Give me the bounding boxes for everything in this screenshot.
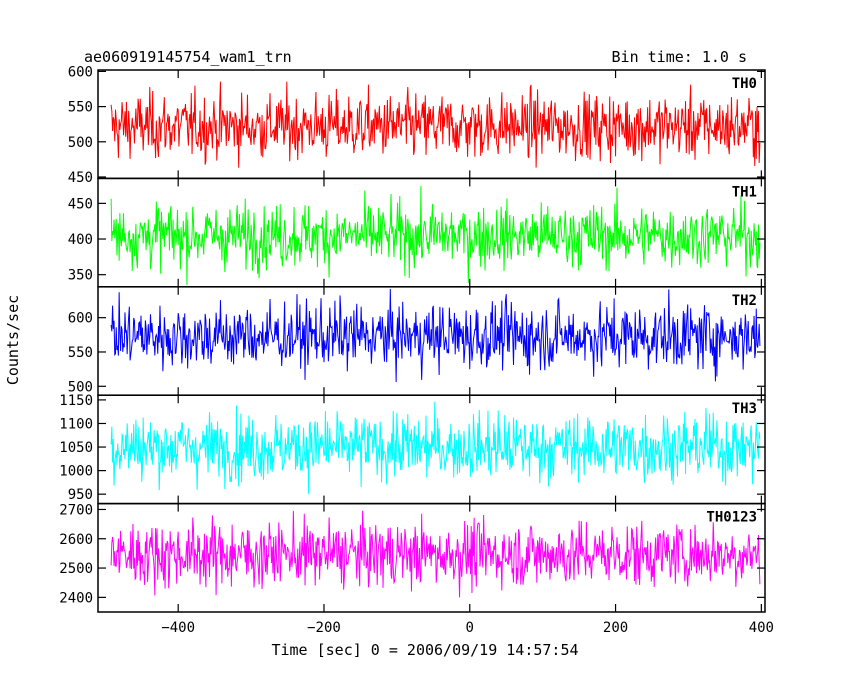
y-tick-label: 600 xyxy=(68,64,93,80)
panel-th1: 350 400 450 TH1 xyxy=(68,177,766,288)
series-label: TH0 xyxy=(732,76,757,92)
chart-title: ae060919145754_wam1_trn xyxy=(84,48,292,66)
x-tick-label: −200 xyxy=(307,620,341,636)
series-line-th2 xyxy=(110,288,761,382)
panel-frame xyxy=(97,502,766,613)
x-tick-label: −400 xyxy=(161,620,195,636)
y-tick-label: 600 xyxy=(68,311,93,327)
x-tick-label: 200 xyxy=(603,620,628,636)
panel-th2: 500 550 600 TH2 xyxy=(68,286,766,396)
y-tick-label: 450 xyxy=(68,196,93,212)
y-tick-label: 1000 xyxy=(59,464,93,480)
panels: 450 500 550 600 TH0 350 400 450 TH1 500 550 600 TH2 9… xyxy=(59,64,766,613)
series-line-th3 xyxy=(110,401,761,494)
series-line-th1 xyxy=(110,185,761,286)
y-tick-label: 350 xyxy=(68,268,93,284)
panel-th0: 450 500 550 600 TH0 xyxy=(68,64,766,186)
bin-time-label: Bin time: 1.0 s xyxy=(612,48,747,66)
y-tick-label: 550 xyxy=(68,345,93,361)
y-tick-label: 500 xyxy=(68,135,93,151)
y-axis-label: Counts/sec xyxy=(4,295,22,385)
x-axis-label: Time [sec] 0 = 2006/09/19 14:57:54 xyxy=(271,641,578,659)
y-tick-label: 2600 xyxy=(59,532,93,548)
series-line-th0 xyxy=(110,81,761,168)
y-tick-label: 500 xyxy=(68,379,93,395)
x-tick-label: 400 xyxy=(749,620,774,636)
y-tick-label: 1150 xyxy=(59,393,93,409)
y-tick-label: 400 xyxy=(68,232,93,248)
x-axis: −400 −200 0 200 400 xyxy=(161,620,774,636)
y-tick-label: 1100 xyxy=(59,416,93,432)
y-tick-label: 1050 xyxy=(59,440,93,456)
y-tick-label: 950 xyxy=(68,487,93,503)
y-tick-label: 2400 xyxy=(59,590,93,606)
series-label: TH1 xyxy=(732,184,757,200)
series-label: TH2 xyxy=(732,293,757,309)
y-tick-label: 450 xyxy=(68,170,93,186)
panel-th0123: 2400 2500 2600 2700 TH0123 xyxy=(59,502,766,613)
x-tick-label: 0 xyxy=(466,620,474,636)
series-label: TH0123 xyxy=(706,510,757,526)
panel-th3: 950 1000 1050 1100 1150 TH3 xyxy=(59,393,766,505)
series-label: TH3 xyxy=(732,401,757,417)
series-line-th0123 xyxy=(110,510,761,598)
y-tick-label: 2700 xyxy=(59,502,93,518)
y-tick-label: 2500 xyxy=(59,561,93,577)
y-tick-label: 550 xyxy=(68,100,93,116)
